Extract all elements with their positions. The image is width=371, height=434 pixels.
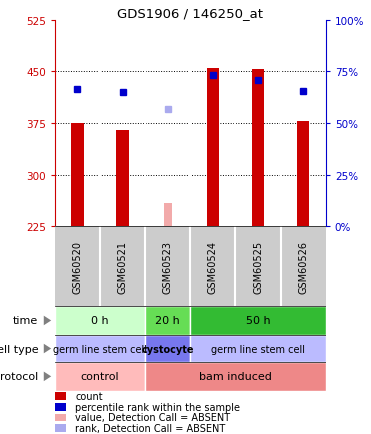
Title: GDS1906 / 146250_at: GDS1906 / 146250_at xyxy=(117,7,263,20)
Bar xyxy=(207,69,219,227)
Bar xyxy=(252,70,265,227)
Bar xyxy=(190,306,326,335)
Bar xyxy=(145,306,190,335)
Text: percentile rank within the sample: percentile rank within the sample xyxy=(75,402,240,411)
Bar xyxy=(55,335,145,362)
Bar xyxy=(116,131,129,227)
Bar xyxy=(55,392,66,400)
Bar xyxy=(145,362,326,391)
Text: 0 h: 0 h xyxy=(91,316,109,326)
Bar xyxy=(71,124,84,227)
Text: GSM60521: GSM60521 xyxy=(118,240,128,293)
Bar xyxy=(145,335,190,362)
Bar xyxy=(55,362,145,391)
Text: GSM60526: GSM60526 xyxy=(298,240,308,293)
Text: cystocyte: cystocyte xyxy=(141,344,194,354)
Text: protocol: protocol xyxy=(0,372,38,381)
Bar xyxy=(164,204,172,227)
Text: count: count xyxy=(75,391,103,401)
Text: GSM60524: GSM60524 xyxy=(208,240,218,293)
Text: germ line stem cell: germ line stem cell xyxy=(53,344,147,354)
Text: germ line stem cell: germ line stem cell xyxy=(211,344,305,354)
Text: GSM60520: GSM60520 xyxy=(72,240,82,293)
Text: time: time xyxy=(13,316,38,326)
Text: GSM60525: GSM60525 xyxy=(253,240,263,293)
Text: control: control xyxy=(81,372,119,381)
Bar xyxy=(297,122,309,227)
Bar xyxy=(55,403,66,411)
Bar xyxy=(190,335,326,362)
Text: 20 h: 20 h xyxy=(155,316,180,326)
Text: cell type: cell type xyxy=(0,344,38,354)
Bar xyxy=(55,306,145,335)
Bar xyxy=(55,424,66,432)
Bar xyxy=(55,414,66,421)
Text: bam induced: bam induced xyxy=(199,372,272,381)
Text: rank, Detection Call = ABSENT: rank, Detection Call = ABSENT xyxy=(75,424,226,433)
Text: GSM60523: GSM60523 xyxy=(163,240,173,293)
Text: value, Detection Call = ABSENT: value, Detection Call = ABSENT xyxy=(75,413,230,422)
Text: 50 h: 50 h xyxy=(246,316,270,326)
